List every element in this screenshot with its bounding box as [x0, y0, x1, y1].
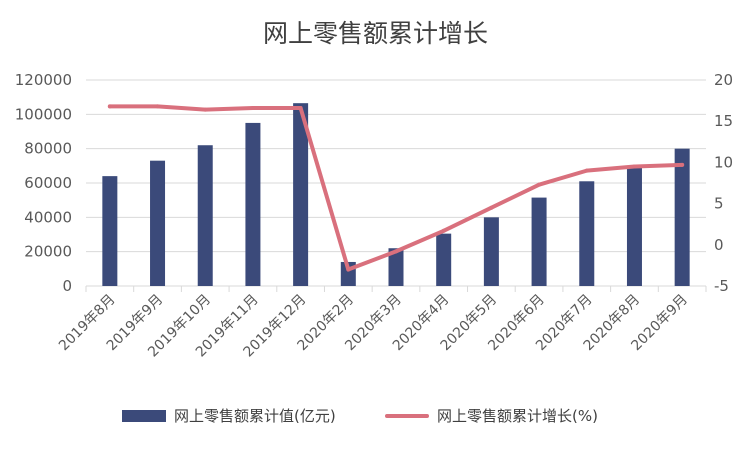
legend: 网上零售额累计值(亿元) 网上零售额累计增长(%) [0, 405, 751, 429]
y-right-tick-label: 10 [714, 153, 733, 171]
legend-swatch-bar [122, 409, 166, 422]
growth-point [346, 267, 351, 272]
y-right-tick-label: 5 [714, 195, 724, 213]
legend-item-line: 网上零售额累计增长(%) [385, 405, 598, 426]
growth-point [632, 164, 637, 169]
bar [626, 165, 642, 286]
y-right-tick-label: -5 [714, 277, 729, 295]
bar [245, 122, 261, 287]
legend-label-line: 网上零售额累计增长(%) [437, 407, 598, 425]
bar [293, 103, 309, 286]
growth-point [203, 107, 208, 112]
bar [102, 176, 118, 286]
growth-point [441, 228, 446, 233]
y-right-tick-label: 0 [714, 236, 724, 254]
legend-item-bar: 网上零售额累计值(亿元) [122, 405, 336, 426]
growth-point [250, 106, 255, 111]
legend-label-bar: 网上零售额累计值(亿元) [174, 407, 336, 425]
y-left-tick-label: 100000 [15, 105, 72, 123]
growth-point [155, 104, 160, 109]
bar [579, 181, 595, 286]
legend-swatch-line [385, 413, 429, 418]
y-left-tick-label: 80000 [24, 140, 72, 158]
growth-point [584, 168, 589, 173]
growth-point [298, 106, 303, 111]
y-left-tick-label: 40000 [24, 208, 72, 226]
growth-point [680, 162, 685, 167]
bar [388, 248, 404, 286]
chart-title: 网上零售额累计增长 [262, 19, 488, 48]
growth-point [394, 249, 398, 254]
bar [197, 145, 213, 286]
y-left-tick-label: 0 [62, 277, 72, 295]
y-left-tick-label: 60000 [24, 174, 72, 192]
y-left-tick-label: 120000 [15, 71, 72, 89]
bar [436, 233, 452, 286]
y-right-tick-label: 15 [714, 112, 733, 130]
growth-line [107, 104, 685, 272]
y-left-tick-label: 20000 [24, 243, 72, 261]
growth-point [537, 182, 542, 187]
bar [483, 217, 499, 286]
growth-point [489, 205, 494, 210]
bar [531, 197, 547, 286]
growth-point [107, 104, 112, 109]
bar [674, 148, 690, 286]
y-right-tick-label: 20 [714, 71, 733, 89]
bar [150, 160, 166, 286]
